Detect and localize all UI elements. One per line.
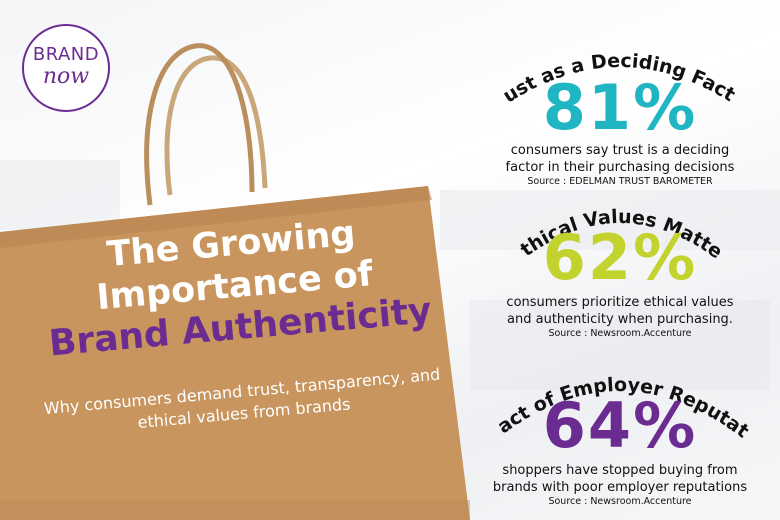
stat-employer-source: Source : Newsroom.Accenture [548,496,692,507]
stat-ethics-source: Source : Newsroom.Accenture [548,328,692,339]
stat-employer-desc-line2: brands with poor employer reputations [492,480,748,495]
logo-now-text: now [42,64,90,89]
stat-employer-desc: shoppers have stopped buying from brands… [470,462,770,496]
stat-employer-percent: 64% [542,389,698,462]
stat-employer: Impact of Employer Reputation 64% shoppe… [470,350,770,510]
stat-trust-source: Source : EDELMAN TRUST BAROMETER [527,176,713,187]
stat-trust-desc-line1: consumers say trust is a deciding [510,143,730,158]
stat-trust: Trust as a Deciding Factor 81% consumers… [470,30,770,190]
stat-ethics-desc: consumers prioritize ethical values and … [470,294,770,328]
stat-ethics: Ethical Values Matter 62% consumers prio… [470,180,770,340]
stat-ethics-desc-line2: and authenticity when purchasing. [507,312,733,327]
stat-ethics-desc-line1: consumers prioritize ethical values [506,295,734,310]
stat-trust-heading: Trust as a Deciding Factor [470,30,739,107]
stat-trust-desc: consumers say trust is a deciding factor… [470,142,770,176]
stat-ethics-heading: Ethical Values Matter [470,180,727,260]
stat-trust-desc-line2: factor in their purchasing decisions [505,160,735,175]
brand-now-logo[interactable]: BRAND now [22,24,110,112]
stat-trust-percent: 81% [542,71,698,144]
stat-employer-desc-line1: shoppers have stopped buying from [502,463,738,478]
stat-employer-heading: Impact of Employer Reputation [470,350,753,440]
stat-ethics-percent: 62% [542,221,698,294]
logo-brand-text: BRAND [32,44,100,65]
shopping-bag-illustration [0,43,470,520]
